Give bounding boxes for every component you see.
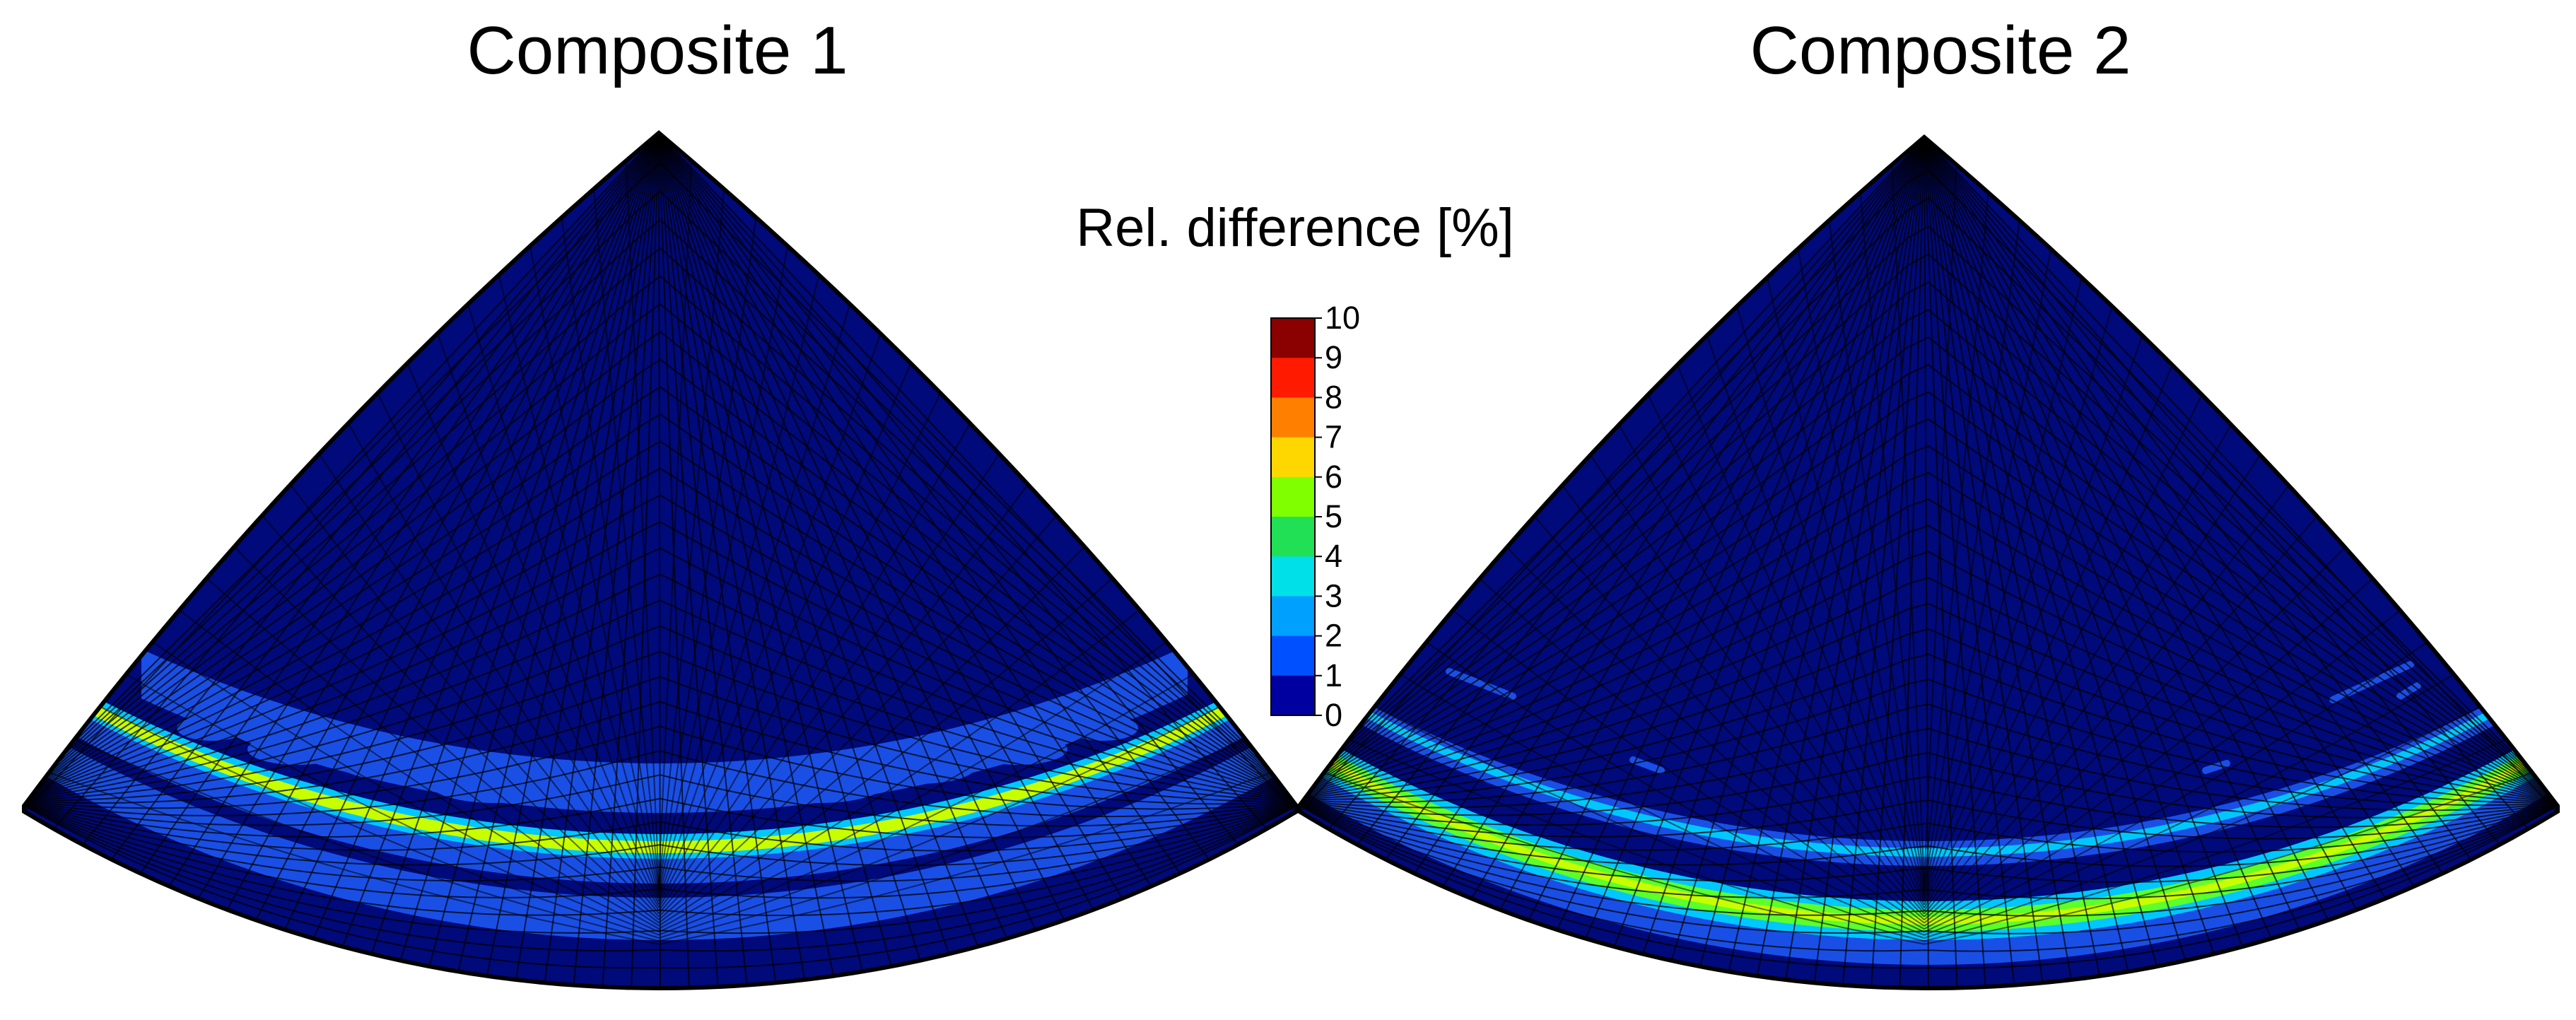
colorbar-swatch-5 (1271, 517, 1315, 557)
streak-3 (2202, 760, 2230, 774)
colorbar-tick-label-5: 5 (1325, 498, 1342, 534)
colorbar-tick-label-0: 0 (1325, 697, 1342, 733)
colorbar-swatch-8 (1271, 397, 1315, 438)
panel-title-composite-1: Composite 1 (467, 13, 848, 88)
band-1 (24, 673, 1296, 884)
contour-plot-composite-1 (22, 130, 1299, 990)
band-4 (1299, 662, 2558, 857)
blotch-6 (862, 750, 976, 784)
colorbar-tick-label-1: 1 (1325, 657, 1342, 693)
colorbar-tick-label-2: 2 (1325, 618, 1342, 654)
plate-shape-composite-2 (1299, 137, 2558, 988)
colorbar-tick-label-10: 10 (1325, 300, 1360, 336)
plate-outline-composite-2 (1297, 134, 2560, 990)
blotch-2 (431, 766, 558, 803)
colorbar-tick-label-7: 7 (1325, 419, 1342, 455)
band-4 (28, 723, 1287, 940)
colorbar-swatch-4 (1271, 556, 1315, 597)
colorbar-swatch-6 (1271, 476, 1315, 517)
colorbar-swatch-2 (1271, 635, 1315, 676)
plate-shape-composite-1 (24, 133, 1296, 988)
panel-title-composite-2: Composite 2 (1750, 13, 2131, 88)
colorbar-tick-label-3: 3 (1325, 578, 1342, 614)
colorbar-swatch-9 (1271, 358, 1315, 398)
colorbar-tick-label-9: 9 (1325, 339, 1342, 375)
mesh-grid-composite-2 (1299, 137, 2558, 988)
colorbar-swatch-1 (1271, 675, 1315, 716)
colorbar-swatch-7 (1271, 437, 1315, 478)
band-3 (1299, 655, 2558, 866)
colorbar-tick-label-6: 6 (1325, 459, 1342, 495)
blotch-4 (672, 780, 771, 811)
band-3 (24, 655, 1296, 853)
colorbar-swatch-3 (1271, 596, 1315, 637)
streak-1 (1629, 756, 1665, 774)
colorbar-swatches (1270, 317, 1316, 716)
colorbar-title: Rel. difference [%] (1076, 198, 1514, 258)
colorbar-swatch-10 (1271, 318, 1315, 358)
plate-outline-composite-1 (22, 130, 1299, 990)
colorbar-tick-label-4: 4 (1325, 538, 1342, 574)
band-5 (1299, 754, 2558, 965)
colorbar-tick-label-8: 8 (1325, 379, 1342, 415)
mesh-grid-composite-1 (24, 133, 1296, 988)
contour-plot-composite-2 (1297, 134, 2560, 990)
